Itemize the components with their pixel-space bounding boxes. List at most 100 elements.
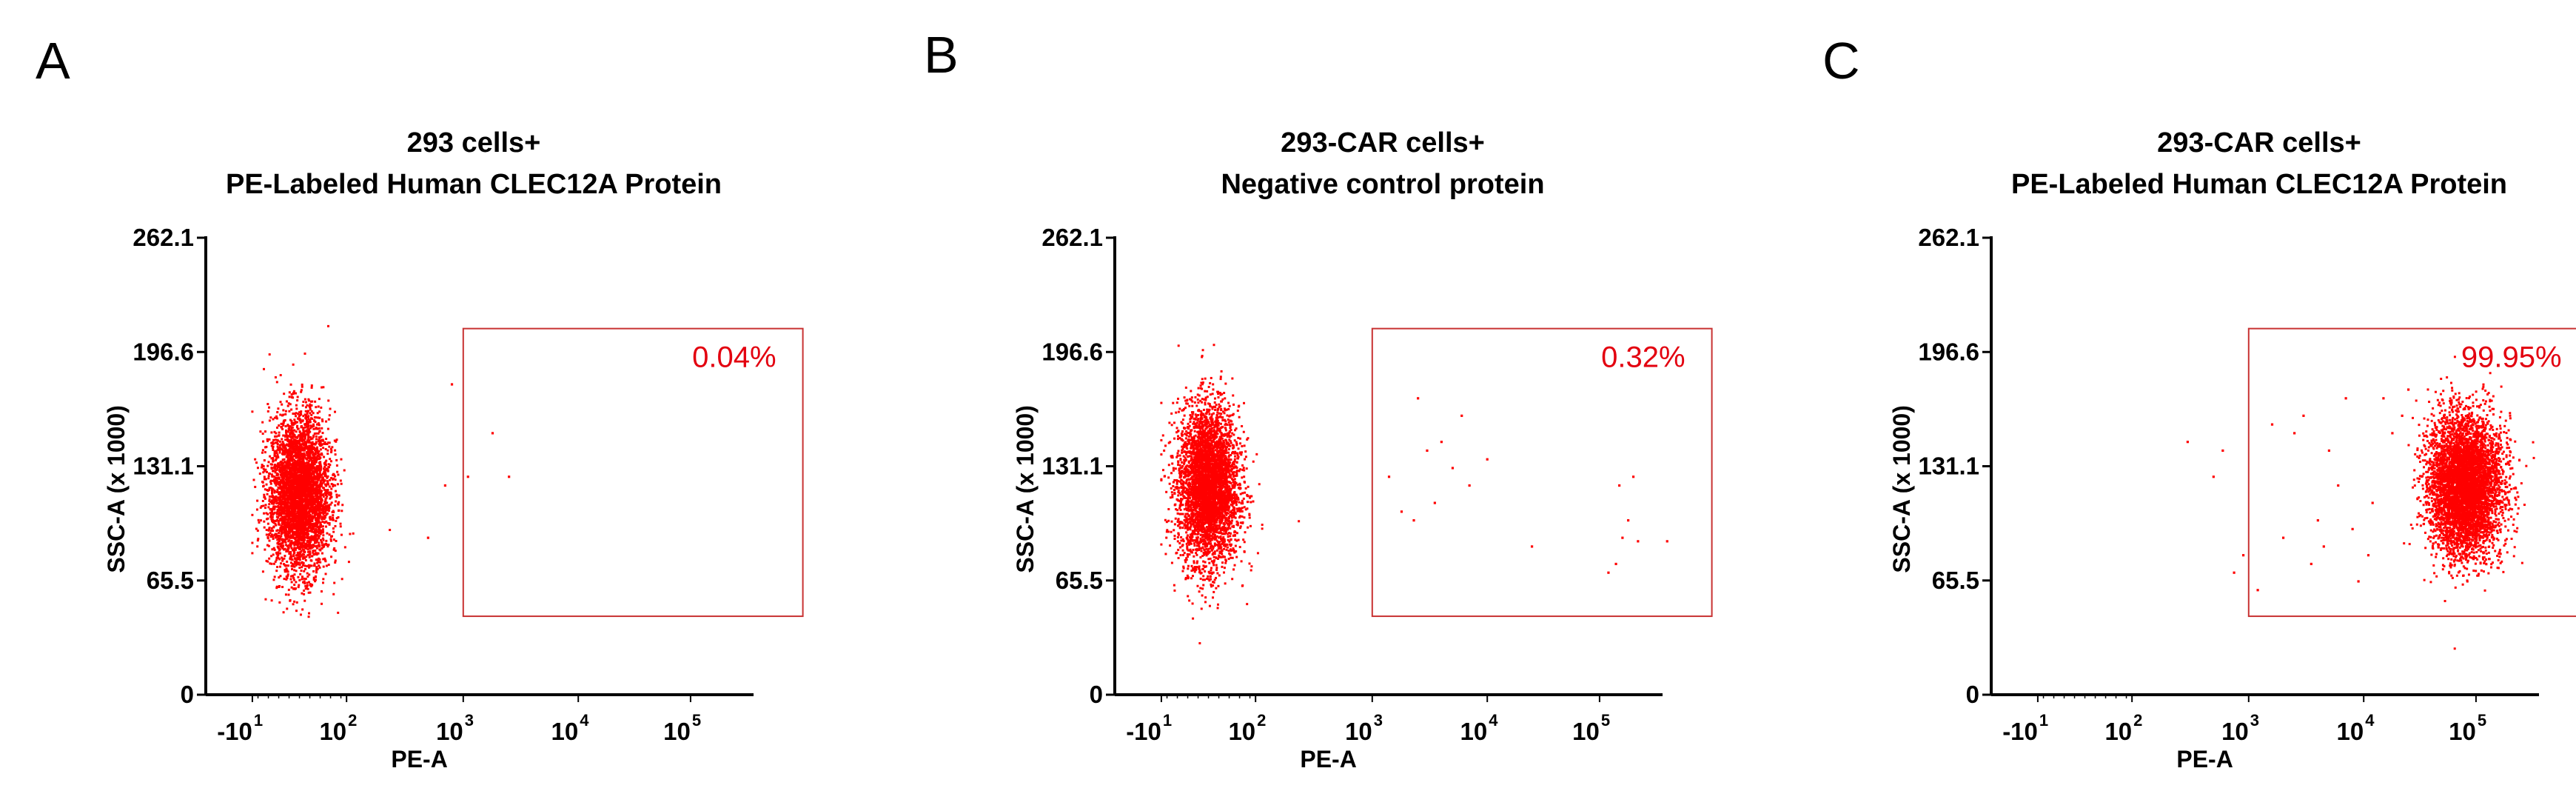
event-dot bbox=[304, 444, 307, 447]
event-dot bbox=[1237, 455, 1240, 458]
event-dot bbox=[284, 464, 287, 467]
event-dot bbox=[335, 493, 338, 496]
event-dot bbox=[302, 540, 305, 543]
event-dot bbox=[314, 457, 317, 460]
event-dot bbox=[268, 438, 271, 441]
event-dot bbox=[1187, 521, 1190, 524]
event-dot bbox=[289, 453, 292, 455]
event-dot bbox=[321, 498, 323, 501]
event-dot bbox=[311, 519, 314, 522]
event-dot bbox=[321, 504, 324, 507]
event-dot bbox=[296, 460, 299, 463]
event-dot bbox=[304, 401, 307, 404]
event-dot bbox=[309, 438, 312, 441]
event-dot bbox=[320, 498, 323, 501]
event-dot bbox=[301, 575, 303, 578]
event-dot bbox=[1209, 393, 1212, 396]
event-dot bbox=[314, 549, 317, 552]
event-dot bbox=[281, 518, 284, 521]
event-dot bbox=[314, 498, 317, 501]
event-dot bbox=[270, 467, 273, 470]
event-dot bbox=[320, 483, 323, 486]
event-dot bbox=[290, 509, 293, 512]
event-dot bbox=[290, 542, 293, 545]
event-dot bbox=[275, 468, 278, 471]
event-dot bbox=[334, 484, 337, 487]
event-dot bbox=[271, 513, 274, 515]
event-dot bbox=[293, 560, 296, 563]
event-dot bbox=[309, 591, 312, 594]
event-dot bbox=[279, 464, 282, 467]
event-dot bbox=[289, 599, 292, 602]
event-dot bbox=[326, 512, 329, 515]
event-dot bbox=[320, 501, 323, 504]
event-dot bbox=[335, 464, 338, 467]
event-dot bbox=[275, 535, 278, 538]
event-dot bbox=[285, 451, 288, 454]
event-dot bbox=[306, 548, 309, 551]
event-dot bbox=[1212, 546, 1215, 549]
event-dot bbox=[289, 554, 292, 557]
event-dot bbox=[332, 510, 335, 513]
event-dot bbox=[302, 431, 305, 434]
event-dot bbox=[278, 491, 281, 494]
event-dot bbox=[340, 482, 343, 485]
event-dot bbox=[297, 490, 300, 493]
event-dot bbox=[331, 510, 334, 513]
event-dot bbox=[318, 450, 321, 453]
event-dot bbox=[301, 578, 303, 581]
event-dot bbox=[330, 495, 333, 498]
event-dot bbox=[310, 384, 313, 387]
event-dot bbox=[310, 493, 313, 495]
event-dot bbox=[1195, 544, 1198, 547]
event-dot bbox=[288, 531, 291, 534]
event-dot bbox=[306, 421, 309, 424]
event-dot bbox=[326, 324, 329, 327]
event-dot bbox=[272, 525, 275, 528]
event-dot bbox=[318, 470, 321, 473]
event-dot bbox=[1238, 546, 1241, 549]
event-dot bbox=[315, 517, 318, 520]
event-dot bbox=[279, 413, 282, 416]
event-dot bbox=[1186, 553, 1189, 555]
event-dot bbox=[282, 482, 285, 485]
event-dot bbox=[1176, 454, 1179, 457]
event-dot bbox=[297, 454, 300, 457]
event-dot bbox=[279, 374, 282, 377]
event-dot bbox=[301, 493, 303, 495]
event-dot bbox=[289, 536, 292, 539]
event-dot bbox=[296, 396, 299, 398]
event-dot bbox=[281, 464, 284, 467]
event-dot bbox=[281, 559, 284, 562]
event-dot bbox=[283, 393, 286, 396]
event-dot bbox=[295, 466, 298, 469]
event-dot bbox=[291, 495, 294, 498]
event-dot bbox=[289, 470, 292, 473]
event-dot bbox=[262, 485, 265, 488]
event-dot bbox=[319, 538, 322, 541]
event-dot bbox=[317, 505, 320, 508]
event-dot bbox=[1174, 486, 1177, 489]
event-dot bbox=[1181, 447, 1184, 450]
event-dot bbox=[315, 500, 318, 503]
event-dot bbox=[307, 612, 310, 615]
event-dot bbox=[316, 533, 319, 536]
event-dot bbox=[302, 434, 305, 437]
event-dot bbox=[310, 449, 313, 452]
event-dot bbox=[300, 528, 303, 531]
event-dot bbox=[306, 410, 309, 413]
event-dot bbox=[292, 506, 295, 509]
event-dot bbox=[309, 475, 312, 478]
event-dot bbox=[283, 504, 286, 507]
event-dot bbox=[312, 423, 315, 426]
event-dot bbox=[275, 472, 278, 475]
event-dot bbox=[306, 454, 309, 457]
event-dot bbox=[301, 557, 304, 560]
event-dot bbox=[1204, 421, 1207, 424]
event-dot bbox=[308, 553, 311, 556]
event-dot bbox=[306, 581, 309, 584]
event-dot bbox=[326, 427, 329, 430]
event-dot bbox=[291, 527, 294, 530]
event-dot bbox=[1187, 518, 1190, 521]
event-dot bbox=[309, 564, 312, 567]
